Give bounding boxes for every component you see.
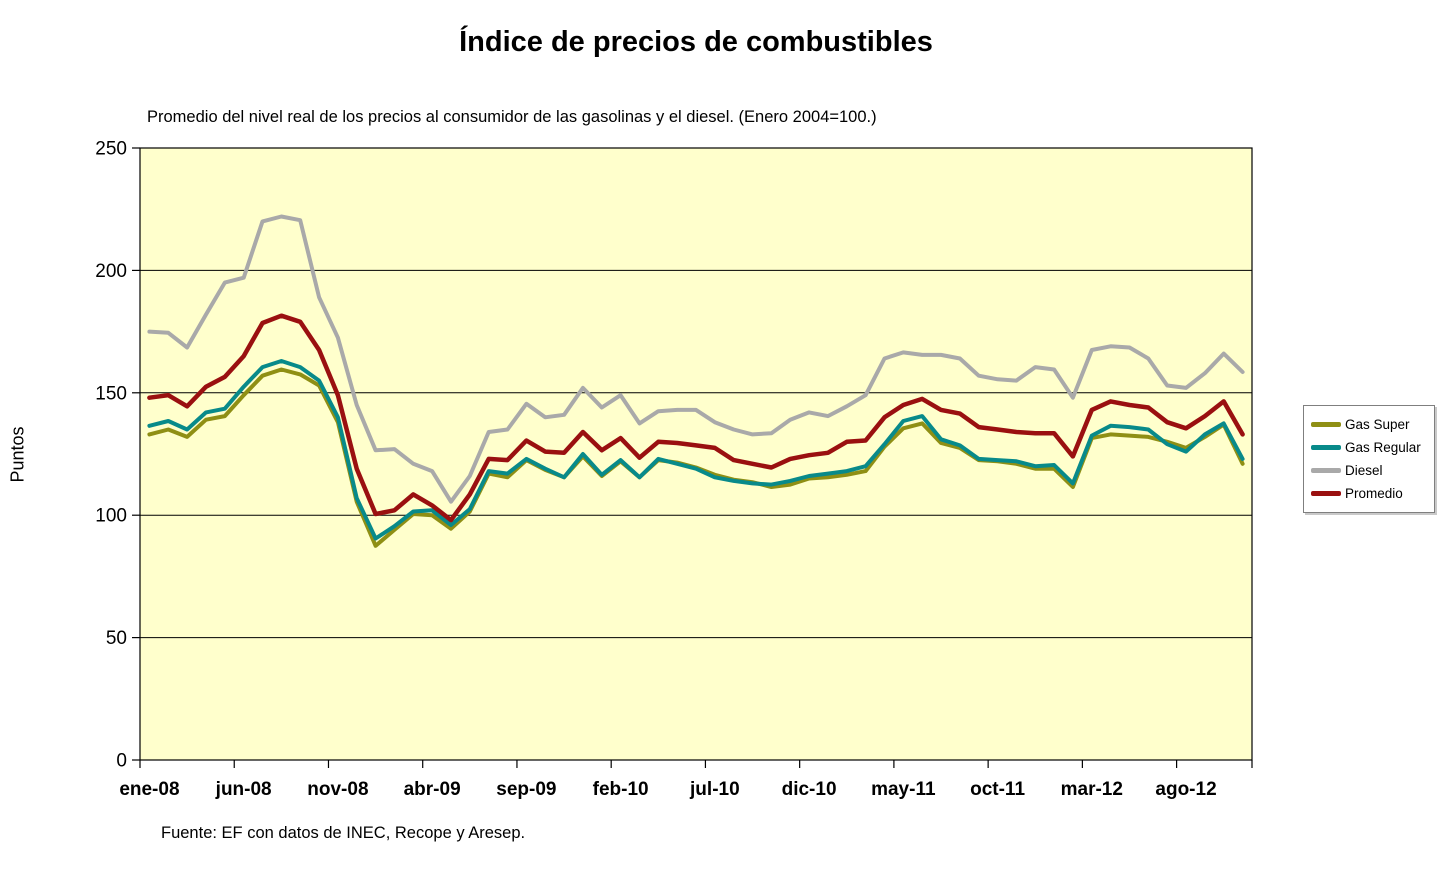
x-tick-label: sep-09 xyxy=(496,779,556,800)
series-line-promedio xyxy=(147,313,1245,523)
x-tick-label: feb-10 xyxy=(593,779,649,800)
x-tick-label: ago-12 xyxy=(1155,779,1216,800)
legend-swatch xyxy=(1311,468,1341,473)
plot-area xyxy=(140,148,1252,760)
legend-item: Gas Regular xyxy=(1311,436,1430,459)
legend-box: Gas Super Gas Regular Diesel Promedio xyxy=(1303,405,1435,513)
series-line-gas-regular xyxy=(147,359,1245,541)
y-tick-label: 50 xyxy=(106,628,127,649)
legend-item: Diesel xyxy=(1311,459,1430,482)
legend-label: Promedio xyxy=(1345,486,1403,501)
chart-subtitle: Promedio del nivel real de los precios a… xyxy=(147,108,877,126)
y-tick-label: 150 xyxy=(95,383,127,404)
legend-item: Promedio xyxy=(1311,482,1430,505)
legend-label: Diesel xyxy=(1345,463,1383,478)
y-tick-label: 100 xyxy=(95,506,127,527)
y-tick-label: 200 xyxy=(95,261,127,282)
series-line-diesel xyxy=(147,214,1245,504)
source-note: Fuente: EF con datos de INEC, Recope y A… xyxy=(161,824,526,842)
plot-border xyxy=(139,147,1253,761)
x-tick-label: jun-08 xyxy=(215,779,272,800)
y-tick-label: 250 xyxy=(95,139,127,160)
y-tick-label: 0 xyxy=(116,751,127,772)
x-tick-label: abr-09 xyxy=(404,779,461,800)
legend-swatch xyxy=(1311,491,1341,496)
legend-label: Gas Regular xyxy=(1345,440,1421,455)
x-tick-label: dic-10 xyxy=(782,779,837,800)
x-tick-label: ene-08 xyxy=(119,779,179,800)
x-tick-label: oct-11 xyxy=(970,779,1025,800)
legend-swatch xyxy=(1311,422,1341,427)
legend-item: Gas Super xyxy=(1311,413,1430,436)
x-tick-label: nov-08 xyxy=(307,779,368,800)
chart-title: Índice de precios de combustibles xyxy=(459,26,933,58)
legend-swatch xyxy=(1311,445,1341,450)
x-tick-label: may-11 xyxy=(871,779,936,800)
x-tick-label: jul-10 xyxy=(689,779,740,800)
x-tick-label: mar-12 xyxy=(1061,779,1123,800)
legend-label: Gas Super xyxy=(1345,417,1410,432)
